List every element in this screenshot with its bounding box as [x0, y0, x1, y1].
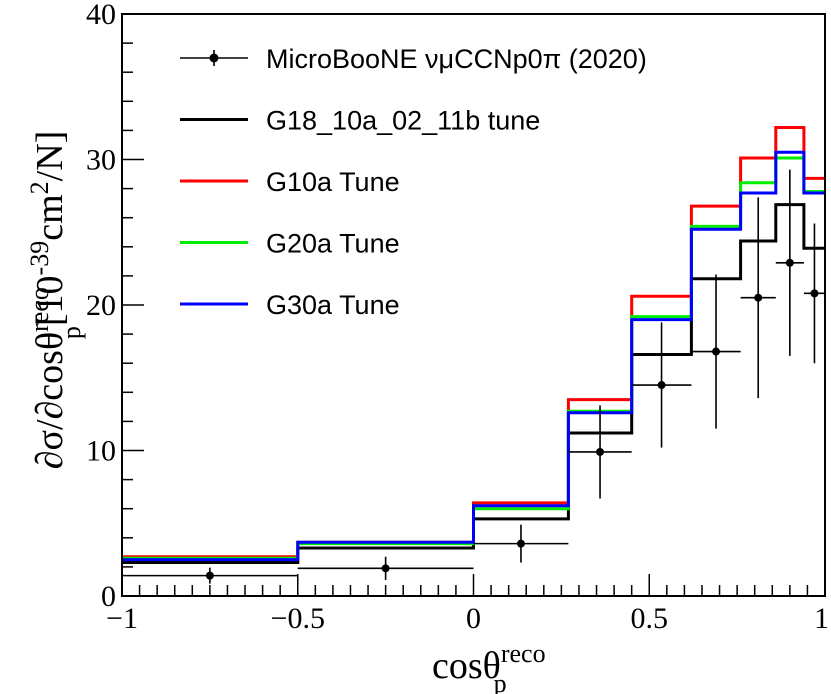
legend-label: G20a Tune — [266, 229, 400, 259]
y-tick-label: 20 — [86, 289, 116, 322]
y-axis-title: ∂σ/∂cosθrecop[10-39cm2/N] — [25, 131, 86, 470]
series-line-2 — [122, 126, 825, 559]
legend-entry: MicroBooNE νμCCNp0π (2020) — [180, 44, 647, 74]
x-tick-label: −0.5 — [271, 602, 325, 635]
legend-label: G10a Tune — [266, 167, 400, 197]
axis-ticks: 0 10 20 30 40 −1 −0.5 0 0.5 1 — [86, 0, 829, 635]
legend-label: MicroBooNE νμCCNp0π (2020) — [266, 44, 647, 74]
series-line-3 — [122, 156, 825, 560]
series-line-4 — [122, 150, 825, 562]
legend-entry: G10a Tune — [180, 167, 400, 197]
y-tick-label: 0 — [101, 580, 116, 613]
legend-entry: G30a Tune — [180, 290, 400, 320]
legend-entry: G20a Tune — [180, 229, 400, 259]
y-tick-label: 30 — [86, 144, 116, 177]
x-tick-label: 0.5 — [631, 602, 669, 635]
y-tick-label: 10 — [86, 435, 116, 468]
legend-label: G18_10a_02_11b tune — [266, 106, 540, 136]
data-point — [122, 567, 298, 584]
data-point — [691, 274, 741, 429]
data-point — [631, 322, 692, 448]
x-tick-label: −1 — [106, 602, 138, 635]
legend-label: G30a Tune — [266, 290, 400, 320]
data-point — [775, 169, 804, 356]
data-point — [740, 197, 776, 399]
x-tick-label: 0 — [466, 602, 481, 635]
legend: MicroBooNE νμCCNp0π (2020) G18_10a_02_11b… — [180, 44, 647, 320]
data-point — [568, 405, 632, 499]
y-tick-label: 40 — [86, 0, 116, 31]
x-tick-label: 1 — [814, 602, 829, 635]
x-axis-title: cosθreco p — [432, 639, 546, 694]
data-point — [803, 223, 825, 364]
data-point — [473, 524, 569, 563]
legend-entry: G18_10a_02_11b tune — [180, 106, 540, 136]
data-point — [297, 556, 474, 580]
